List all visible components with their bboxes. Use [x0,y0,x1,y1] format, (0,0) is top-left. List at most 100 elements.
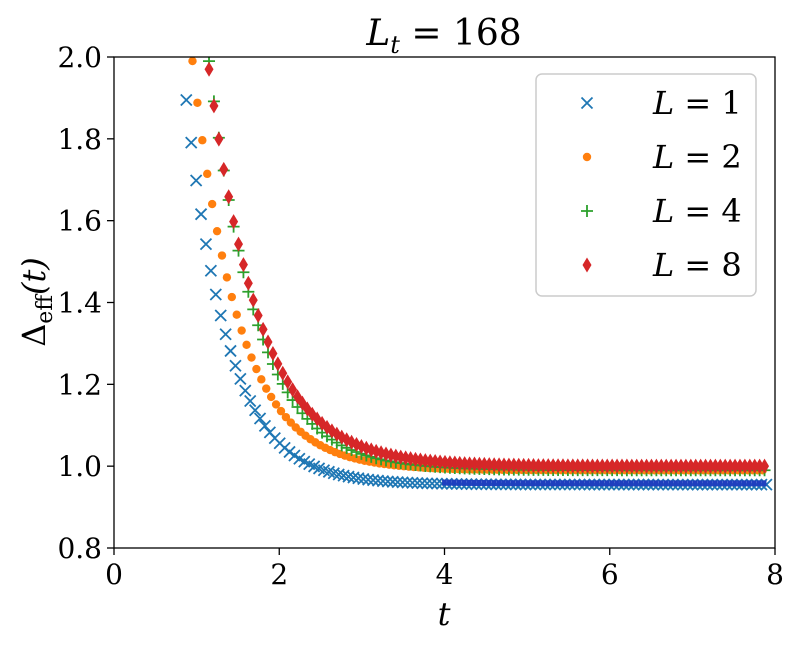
data-point [435,454,445,470]
data-point [430,477,444,490]
data-point [401,476,414,489]
data-point [244,394,257,408]
data-point [217,251,227,260]
legend-label: L = 8 [652,246,742,284]
overlay-point [732,480,737,487]
data-point [587,458,597,474]
overlay-point [707,480,713,487]
data-point [637,458,647,474]
data-point [234,236,244,252]
data-point [696,458,706,474]
data-point [204,264,218,277]
data-point [558,458,568,474]
y-tick-label: 1.2 [57,368,102,401]
overlay-point [451,479,457,486]
data-point [425,453,435,469]
data-point [271,400,281,409]
overlay-point [545,480,551,487]
data-point [396,476,409,489]
overlay-point [741,480,747,487]
plot-area [180,57,773,491]
data-point [533,458,543,474]
data-point [656,458,666,474]
data-point [258,321,268,337]
overlay-point [687,480,693,487]
overlay-point [599,480,605,487]
data-point [229,214,239,230]
overlay-point [584,480,590,487]
data-point [263,334,273,350]
data-point [691,458,701,474]
data-point [469,456,479,472]
data-point [227,292,237,302]
overlay-point [442,479,447,486]
data-point [445,455,455,471]
overlay-point [520,480,526,487]
data-point [411,476,424,490]
data-point [632,458,642,474]
data-point [199,238,213,251]
data-point [204,61,214,77]
data-point [276,406,286,416]
y-tick-label: 1.4 [57,287,102,320]
data-point [232,310,241,319]
overlay-point [461,479,467,486]
data-point [410,451,420,467]
data-point [494,457,504,473]
data-point [252,364,261,374]
overlay-point [623,480,629,487]
data-point [701,458,711,474]
overlay-point [535,480,541,487]
x-tick-label: 4 [436,558,454,591]
overlay-point [486,480,492,487]
data-point [219,161,229,177]
x-tick-label: 8 [766,558,784,591]
overlay-point [712,480,718,487]
overlay-point [697,480,703,487]
overlay-point [717,480,723,487]
data-point [548,458,558,474]
overlay-point [540,480,546,487]
data-point [484,457,494,473]
chart-title: Lt = 168 [365,13,521,59]
data-point [607,458,617,474]
overlay-point [638,480,644,487]
data-point [406,476,419,489]
data-point [406,451,416,467]
overlay-band [442,479,767,487]
overlay-point [628,480,634,487]
legend: L = 1 L = 2 L = 4 L = 8 [535,73,757,297]
overlay-point [579,480,585,487]
data-point [755,458,765,474]
data-point [268,345,278,361]
data-point [715,458,725,474]
data-point [622,458,632,474]
data-point [203,169,212,179]
data-point [376,474,390,488]
data-point [646,458,656,474]
data-point [243,275,253,291]
overlay-point [682,480,688,487]
data-point [661,458,671,474]
overlay-point [491,480,497,487]
data-point [681,458,691,474]
legend-entry: L = 8 [582,246,742,284]
data-point [224,189,234,205]
overlay-point [447,479,452,486]
data-point [455,455,465,471]
y-tick-label: 1.6 [57,205,102,238]
data-point [207,199,217,209]
data-point [273,356,283,372]
x-tick-label: 6 [601,558,619,591]
data-point [499,457,509,473]
data-point [509,457,519,473]
data-point [248,404,262,417]
overlay-point [476,479,482,486]
data-point [362,473,375,486]
data-point [425,477,439,490]
data-point [740,458,750,474]
overlay-point [496,480,501,487]
data-point [214,309,227,322]
data-point [745,458,755,474]
